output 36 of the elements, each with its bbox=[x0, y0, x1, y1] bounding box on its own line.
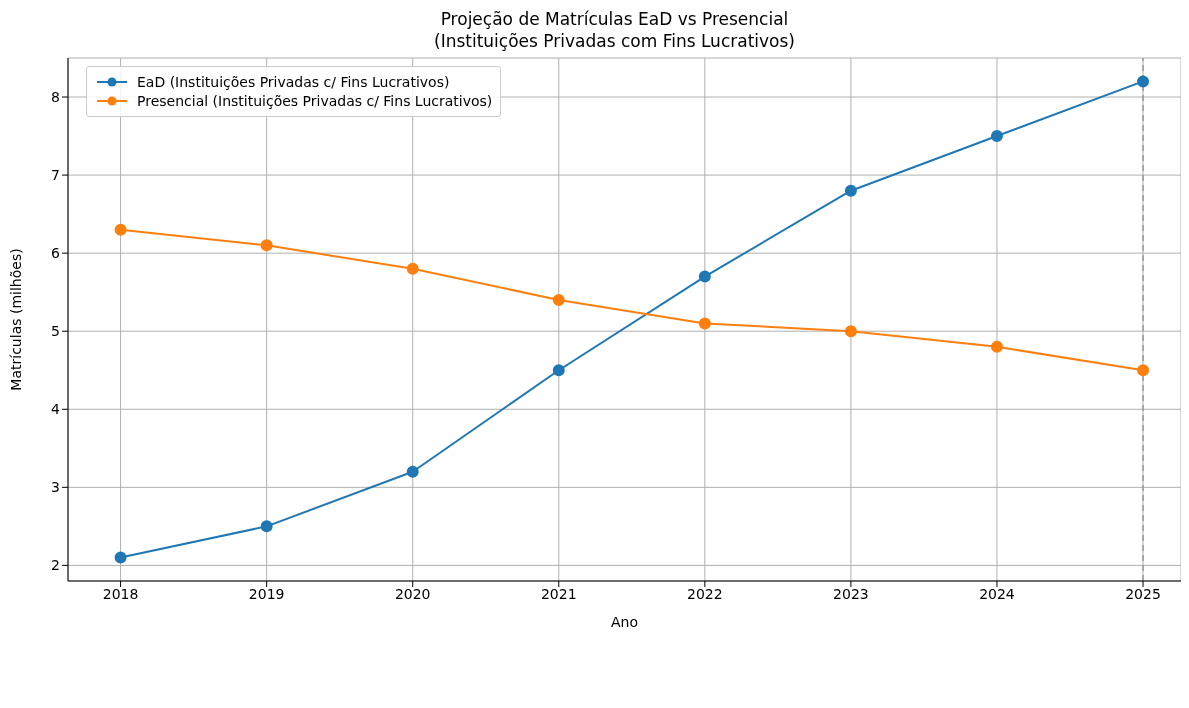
chart-title: Projeção de Matrículas EaD vs Presencial (Instituições Privadas com Fins Lucrativos) bbox=[433, 8, 796, 52]
x-tick-label: 2023 bbox=[833, 585, 869, 602]
point bbox=[698, 317, 711, 330]
point bbox=[1137, 75, 1150, 88]
y-tick-label: 6 bbox=[51, 245, 61, 262]
x-axis-title: Ano bbox=[610, 614, 639, 630]
y-tick-label: 7 bbox=[51, 167, 60, 184]
x-tick-label: 2024 bbox=[979, 585, 1015, 602]
y-tick-label: 3 bbox=[51, 479, 60, 496]
point bbox=[990, 340, 1003, 353]
point bbox=[260, 239, 273, 252]
x-tick-label: 2019 bbox=[248, 585, 285, 602]
y-tick-label: 5 bbox=[51, 323, 60, 340]
point bbox=[260, 520, 273, 533]
point bbox=[114, 551, 127, 564]
point bbox=[1137, 364, 1150, 377]
legend-label: EaD (Instituições Privadas c/ Fins Lucrativos) bbox=[137, 74, 450, 90]
x-tick-label: 2018 bbox=[102, 585, 139, 602]
legend-label: Presencial (Instituições Privadas c/ Fins Lucrativos) bbox=[137, 93, 493, 109]
point bbox=[406, 262, 419, 275]
point bbox=[406, 465, 419, 478]
x-tick-label: 2022 bbox=[687, 585, 723, 602]
y-tick-label: 4 bbox=[51, 401, 61, 418]
y-tick-label: 8 bbox=[51, 89, 60, 105]
point bbox=[698, 270, 711, 283]
y-tick-label: 2 bbox=[51, 557, 60, 574]
point bbox=[552, 364, 565, 377]
x-tick-label: 2025 bbox=[1125, 585, 1161, 602]
point bbox=[114, 223, 127, 236]
point bbox=[990, 130, 1003, 143]
point bbox=[844, 184, 857, 197]
point bbox=[552, 293, 565, 306]
x-tick-label: 2021 bbox=[540, 585, 577, 602]
x-tick-label: 2020 bbox=[394, 585, 431, 602]
point bbox=[844, 325, 857, 338]
y-axis-title: Matrículas (milhões) bbox=[7, 248, 24, 391]
